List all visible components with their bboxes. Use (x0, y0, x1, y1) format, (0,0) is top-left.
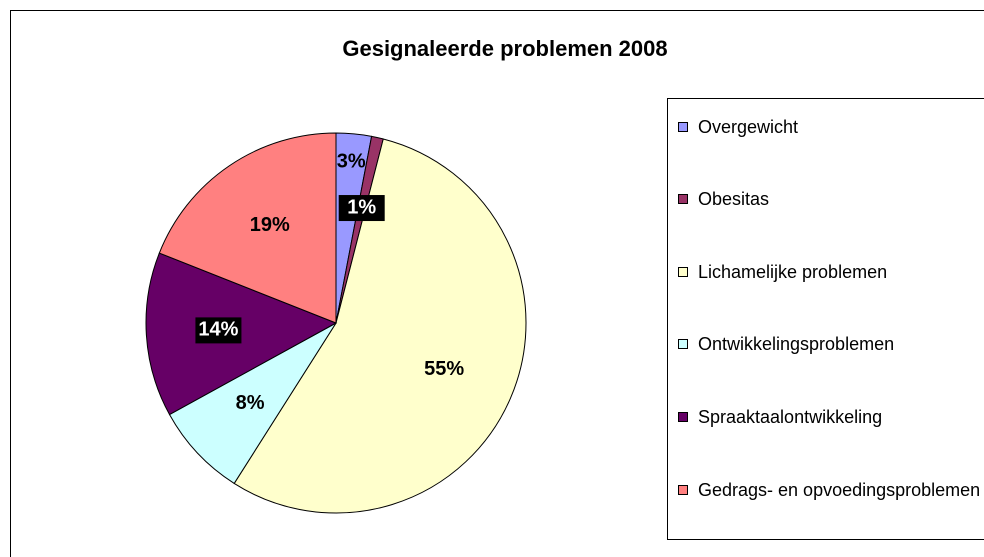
data-label-box (195, 317, 242, 344)
legend: Overgewicht Obesitas Lichamelijke probleme… (667, 98, 984, 540)
legend-label: Overgewicht (698, 117, 799, 137)
legend-swatch (678, 267, 688, 277)
data-label: 55% (424, 358, 464, 380)
legend-item: Spraaktaalontwikkeling (678, 401, 978, 434)
legend-swatch (678, 194, 688, 204)
data-label: 14% (198, 319, 238, 341)
legend-label: Obesitas (698, 189, 770, 209)
legend-label: Ontwikkelingsproblemen (698, 334, 895, 354)
legend-label: Spraaktaalontwikkeling (698, 407, 883, 427)
legend-item: Overgewicht (678, 111, 978, 144)
legend-item: Obesitas (678, 183, 978, 216)
legend-label: Gedrags- en opvoedingsproblemen (698, 480, 981, 500)
legend-item: Ontwikkelingsproblemen (678, 328, 978, 361)
legend-swatch (678, 122, 688, 132)
data-label: 3% (337, 150, 366, 172)
legend-item: Gedrags- en opvoedingsproblemen (678, 474, 980, 507)
chart-title: Gesignaleerde problemen 2008 (342, 36, 667, 61)
pie-slice (168, 322, 337, 485)
legend-swatch (678, 485, 688, 495)
legend-item: Lichamelijke problemen (678, 256, 978, 289)
data-label: 8% (236, 392, 265, 414)
data-label: 1% (347, 196, 376, 218)
pie-slice (233, 138, 527, 514)
legend-swatch (678, 412, 688, 422)
legend-label: Lichamelijke problemen (698, 262, 888, 282)
data-label-box (338, 195, 385, 222)
pie-slice (158, 132, 337, 324)
legend-swatch (678, 339, 688, 349)
data-label: 19% (250, 214, 290, 236)
